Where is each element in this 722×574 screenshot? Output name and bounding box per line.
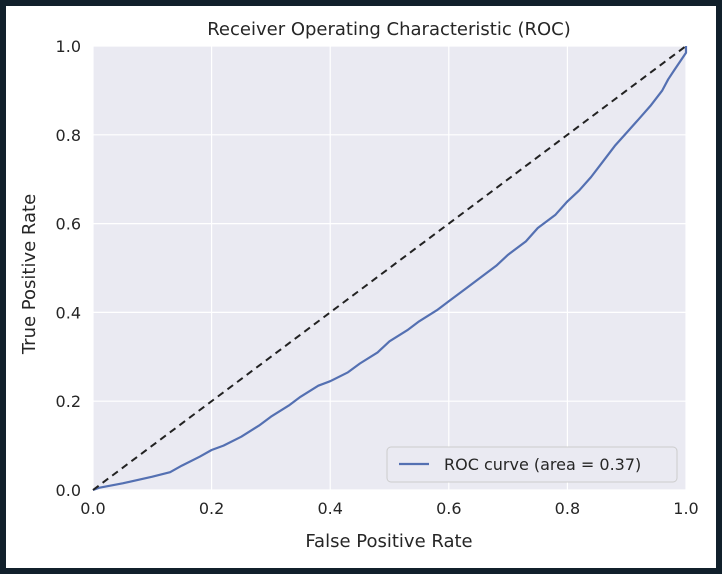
grid-x	[92, 46, 687, 490]
y-tick-label: 0.0	[56, 481, 81, 500]
y-tick-label: 0.2	[56, 392, 81, 411]
chance-diagonal-line	[92, 45, 687, 491]
y-tick-label: 1.0	[56, 37, 81, 56]
x-tick-labels: 0.0 0.2 0.4 0.6 0.8 1.0	[80, 499, 698, 518]
y-tick-label: 0.6	[56, 215, 81, 234]
chart-title: Receiver Operating Characteristic (ROC)	[207, 19, 571, 40]
x-tick-label: 0.6	[436, 499, 461, 518]
legend-label: ROC curve (area = 0.37)	[444, 455, 641, 474]
x-axis-label: False Positive Rate	[305, 531, 472, 552]
x-tick-label: 0.4	[317, 499, 342, 518]
x-tick-label: 0.0	[80, 499, 105, 518]
roc-curve-line	[92, 46, 688, 492]
x-tick-label: 0.2	[199, 499, 224, 518]
y-axis-label: True Positive Rate	[19, 194, 40, 355]
y-tick-label: 0.8	[56, 126, 81, 145]
series-layer	[92, 45, 688, 492]
x-tick-label: 0.8	[555, 499, 580, 518]
chart-frame: 0.0 0.2 0.4 0.6 0.8 1.0 0.0 0.2 0.4 0.6 0.8 1.0 Re…	[6, 6, 716, 568]
y-tick-label: 0.4	[56, 303, 81, 322]
legend: ROC curve (area = 0.37)	[386, 446, 678, 483]
legend-box	[386, 446, 678, 483]
y-tick-labels: 0.0 0.2 0.4 0.6 0.8 1.0	[56, 37, 81, 500]
x-tick-label: 1.0	[673, 499, 698, 518]
roc-chart: 0.0 0.2 0.4 0.6 0.8 1.0 0.0 0.2 0.4 0.6 0.8 1.0 Re…	[6, 6, 716, 568]
grid-y	[93, 45, 686, 491]
